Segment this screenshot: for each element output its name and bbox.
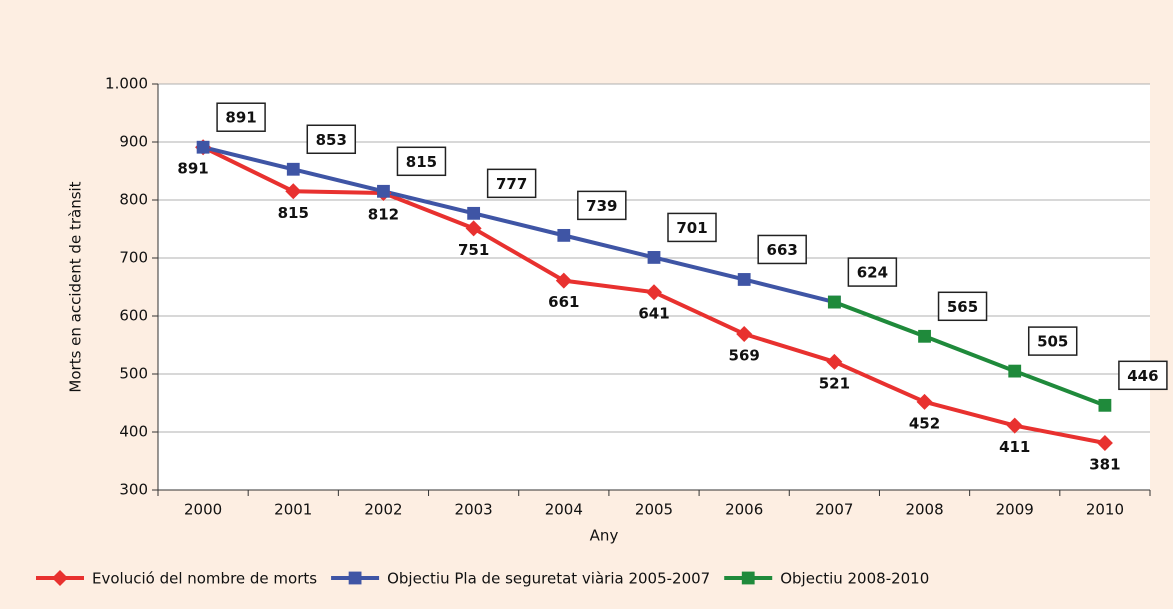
legend-label: Objectiu 2008-2010: [780, 570, 929, 588]
data-label: 452: [909, 414, 940, 432]
x-tick-label: 2005: [635, 501, 673, 519]
data-label-box: [667, 212, 717, 243]
marker: [465, 220, 482, 237]
data-label: 624: [857, 264, 888, 282]
marker: [467, 206, 481, 220]
x-tick-label: 2004: [545, 501, 583, 519]
marker: [196, 140, 210, 154]
data-label-box: [1118, 360, 1168, 391]
legend-label: Objectiu Pla de seguretat viària 2005-20…: [387, 570, 710, 588]
data-label: 777: [496, 175, 527, 193]
data-label-box: [396, 146, 447, 177]
x-tick-label: 2009: [996, 501, 1034, 519]
marker: [1008, 364, 1022, 378]
y-axis-label: Morts en accident de trànsit: [67, 181, 85, 392]
y-tick-label: 800: [119, 191, 148, 209]
y-tick-label: 1.000: [105, 75, 148, 93]
y-tick-label: 600: [119, 307, 148, 325]
data-label: 411: [999, 438, 1030, 456]
data-label: 815: [278, 204, 309, 222]
data-label: 812: [368, 206, 399, 224]
series-line: [833, 300, 1106, 408]
y-tick-label: 300: [119, 481, 148, 499]
data-label-box: [937, 291, 988, 322]
data-label-box: [847, 257, 898, 287]
data-label-box: [757, 234, 807, 265]
x-tick-label: 2000: [184, 501, 222, 519]
x-axis-label: Any: [590, 527, 619, 545]
x-tick-label: 2007: [815, 501, 853, 519]
data-label-box: [486, 168, 537, 199]
marker: [377, 184, 390, 198]
marker: [737, 273, 751, 286]
data-label: 739: [586, 197, 617, 215]
y-tick-label: 700: [119, 249, 148, 267]
data-label: 663: [767, 241, 798, 259]
marker: [1006, 417, 1023, 434]
x-tick-label: 2002: [364, 501, 402, 519]
data-label: 565: [947, 298, 978, 316]
data-label: 815: [406, 153, 437, 171]
data-label: 569: [729, 346, 760, 364]
data-label: 751: [458, 241, 489, 259]
data-label: 891: [225, 109, 256, 127]
y-tick-label: 500: [119, 365, 148, 383]
series-line: [202, 145, 835, 305]
marker: [647, 251, 661, 264]
x-tick-label: 2001: [274, 501, 312, 519]
data-label-box: [577, 190, 627, 221]
marker: [736, 325, 753, 342]
y-tick-label: 400: [119, 423, 148, 441]
marker: [827, 295, 841, 309]
legend-marker: [348, 571, 362, 585]
data-label: 381: [1089, 456, 1120, 474]
marker: [286, 162, 300, 176]
data-label: 701: [676, 219, 707, 237]
x-tick-label: 2008: [905, 501, 943, 519]
marker: [826, 353, 843, 370]
data-label: 641: [638, 305, 669, 323]
marker: [285, 183, 302, 200]
marker: [1098, 398, 1112, 412]
marker: [916, 393, 933, 410]
y-tick-label: 900: [119, 133, 148, 151]
data-label: 446: [1127, 367, 1158, 385]
data-label-box: [1027, 326, 1078, 356]
data-label: 521: [819, 374, 850, 392]
x-tick-label: 2010: [1086, 501, 1124, 519]
legend-marker: [741, 571, 755, 585]
data-label: 661: [548, 293, 579, 311]
data-label: 505: [1037, 333, 1068, 351]
marker: [1096, 435, 1113, 452]
data-label-box: [306, 124, 357, 155]
marker: [646, 284, 662, 301]
legend-marker: [52, 570, 68, 586]
data-label: 853: [316, 131, 347, 149]
marker: [918, 329, 931, 343]
x-tick-label: 2006: [725, 501, 763, 519]
data-label: 891: [177, 160, 208, 178]
marker: [555, 272, 572, 289]
marker: [557, 228, 571, 242]
x-tick-label: 2003: [455, 501, 493, 519]
legend-label: Evolució del nombre de morts: [92, 570, 317, 588]
data-label-box: [216, 102, 266, 132]
